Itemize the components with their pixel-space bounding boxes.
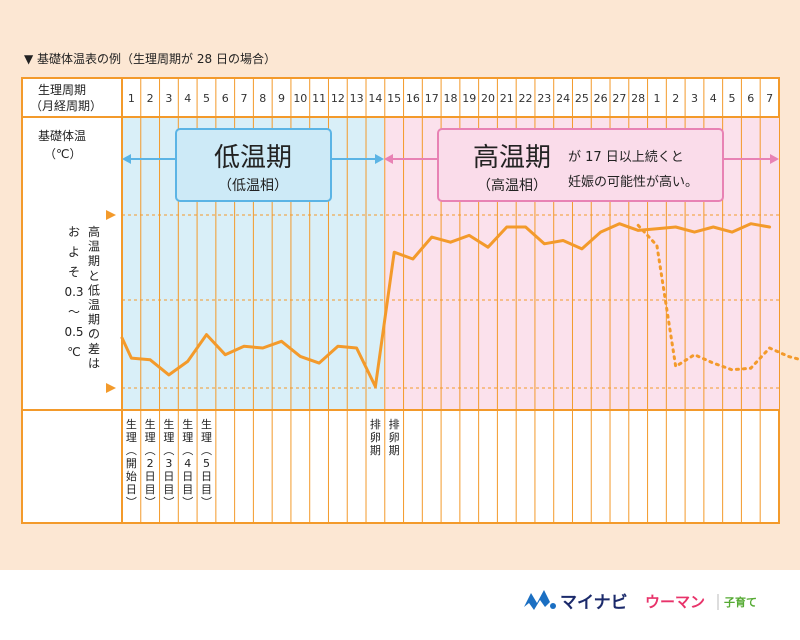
low-phase-sub: （低温相） [218, 178, 288, 194]
bottom-note: 排卵期 [389, 417, 400, 457]
day-label: 28 [631, 92, 645, 105]
day-label: 6 [222, 92, 229, 105]
brand-logo: マイナビ ウーマン 子育て [524, 590, 757, 613]
high-arrow-left-icon [384, 154, 393, 164]
high-phase-note-2: 妊娠の可能性が高い。 [568, 174, 698, 190]
day-label: 3 [691, 92, 698, 105]
low-arrow-left-icon [122, 154, 131, 164]
low-marker [106, 383, 116, 393]
day-label: 3 [165, 92, 172, 105]
low-phase-box [175, 128, 332, 202]
low-phase-title: 低温期 [214, 143, 292, 173]
brand-tag: 子育て [724, 595, 757, 609]
bottom-notes: 生理︵開始日︶ 生理︵ 2 日目︶ 生理︵ 3 日目︶ 生理︵ 4 日目︶ 生理︵ 5 日目︶ 排卵期排卵… [126, 417, 400, 509]
diff-label-line-1: 高温期と低温期の差は [88, 224, 100, 370]
day-label: 15 [387, 92, 401, 105]
day-labels: 1 2 3 4 5 6 7 8 9 10 11 12 13 14 15 16 17 18 19 20 21 22 23 24 2… [128, 92, 773, 105]
brand-main: マイナビ [560, 593, 628, 613]
day-label: 27 [612, 92, 626, 105]
day-label: 7 [766, 92, 773, 105]
brand-mark-icon [524, 590, 550, 610]
cycle-label-2: （月経周期） [30, 99, 102, 113]
day-label: 6 [747, 92, 754, 105]
day-label: 1 [128, 92, 135, 105]
day-label: 8 [259, 92, 266, 105]
day-label: 5 [729, 92, 736, 105]
diff-label-line-2: およそ 0.3 ～ 0.5 ℃ [64, 225, 83, 359]
bottom-note: 排卵期 [370, 417, 381, 457]
brand-dot-icon [550, 603, 556, 609]
day-label: 19 [462, 92, 476, 105]
high-phase-box [437, 128, 724, 202]
series-line-pregnancy-drop [636, 223, 800, 372]
bottom-note: 生理︵ 4 日目︶ [182, 417, 193, 509]
day-label: 24 [556, 92, 570, 105]
bottom-note: 生理︵ 5 日目︶ [201, 417, 212, 509]
temperature-series [120, 222, 800, 389]
high-phase-title: 高温期 [473, 143, 551, 173]
day-label: 12 [331, 92, 345, 105]
temp-label-1: 基礎体温 [38, 129, 86, 143]
day-label: 25 [575, 92, 589, 105]
day-label: 4 [710, 92, 717, 105]
day-label: 13 [350, 92, 364, 105]
day-label: 17 [425, 92, 439, 105]
chart-title: ▼ 基礎体温表の例（生理周期が 28 日の場合） [24, 51, 276, 66]
temp-label-2: （℃） [44, 147, 81, 161]
cycle-label-1: 生理周期 [38, 83, 86, 97]
day-label: 22 [519, 92, 533, 105]
bottom-note: 生理︵開始日︶ [126, 417, 137, 509]
day-label: 11 [312, 92, 326, 105]
high-arrow-right-icon [770, 154, 779, 164]
high-phase-note-1: が 17 日以上続くと [568, 150, 684, 165]
bottom-note: 生理︵ 3 日目︶ [163, 417, 174, 509]
day-label: 1 [653, 92, 660, 105]
bottom-note: 生理︵ 2 日目︶ [145, 417, 156, 509]
footer-background [0, 570, 800, 640]
day-label: 2 [147, 92, 154, 105]
brand-sub: ウーマン [645, 593, 705, 611]
day-label: 18 [443, 92, 457, 105]
low-arrow-right-icon [375, 154, 384, 164]
series-line-main [120, 222, 772, 389]
day-label: 20 [481, 92, 495, 105]
day-label: 23 [537, 92, 551, 105]
high-marker [106, 210, 116, 220]
day-label: 26 [594, 92, 608, 105]
day-label: 14 [368, 92, 382, 105]
day-label: 7 [241, 92, 248, 105]
day-label: 2 [672, 92, 679, 105]
diff-label: 高温期と低温期の差は およそ 0.3 ～ 0.5 ℃ [64, 224, 100, 370]
day-label: 10 [293, 92, 307, 105]
day-label: 16 [406, 92, 420, 105]
day-label: 4 [184, 92, 191, 105]
high-phase-sub: （高温相） [477, 177, 547, 194]
day-label: 5 [203, 92, 210, 105]
day-label: 9 [278, 92, 285, 105]
day-label: 21 [500, 92, 514, 105]
